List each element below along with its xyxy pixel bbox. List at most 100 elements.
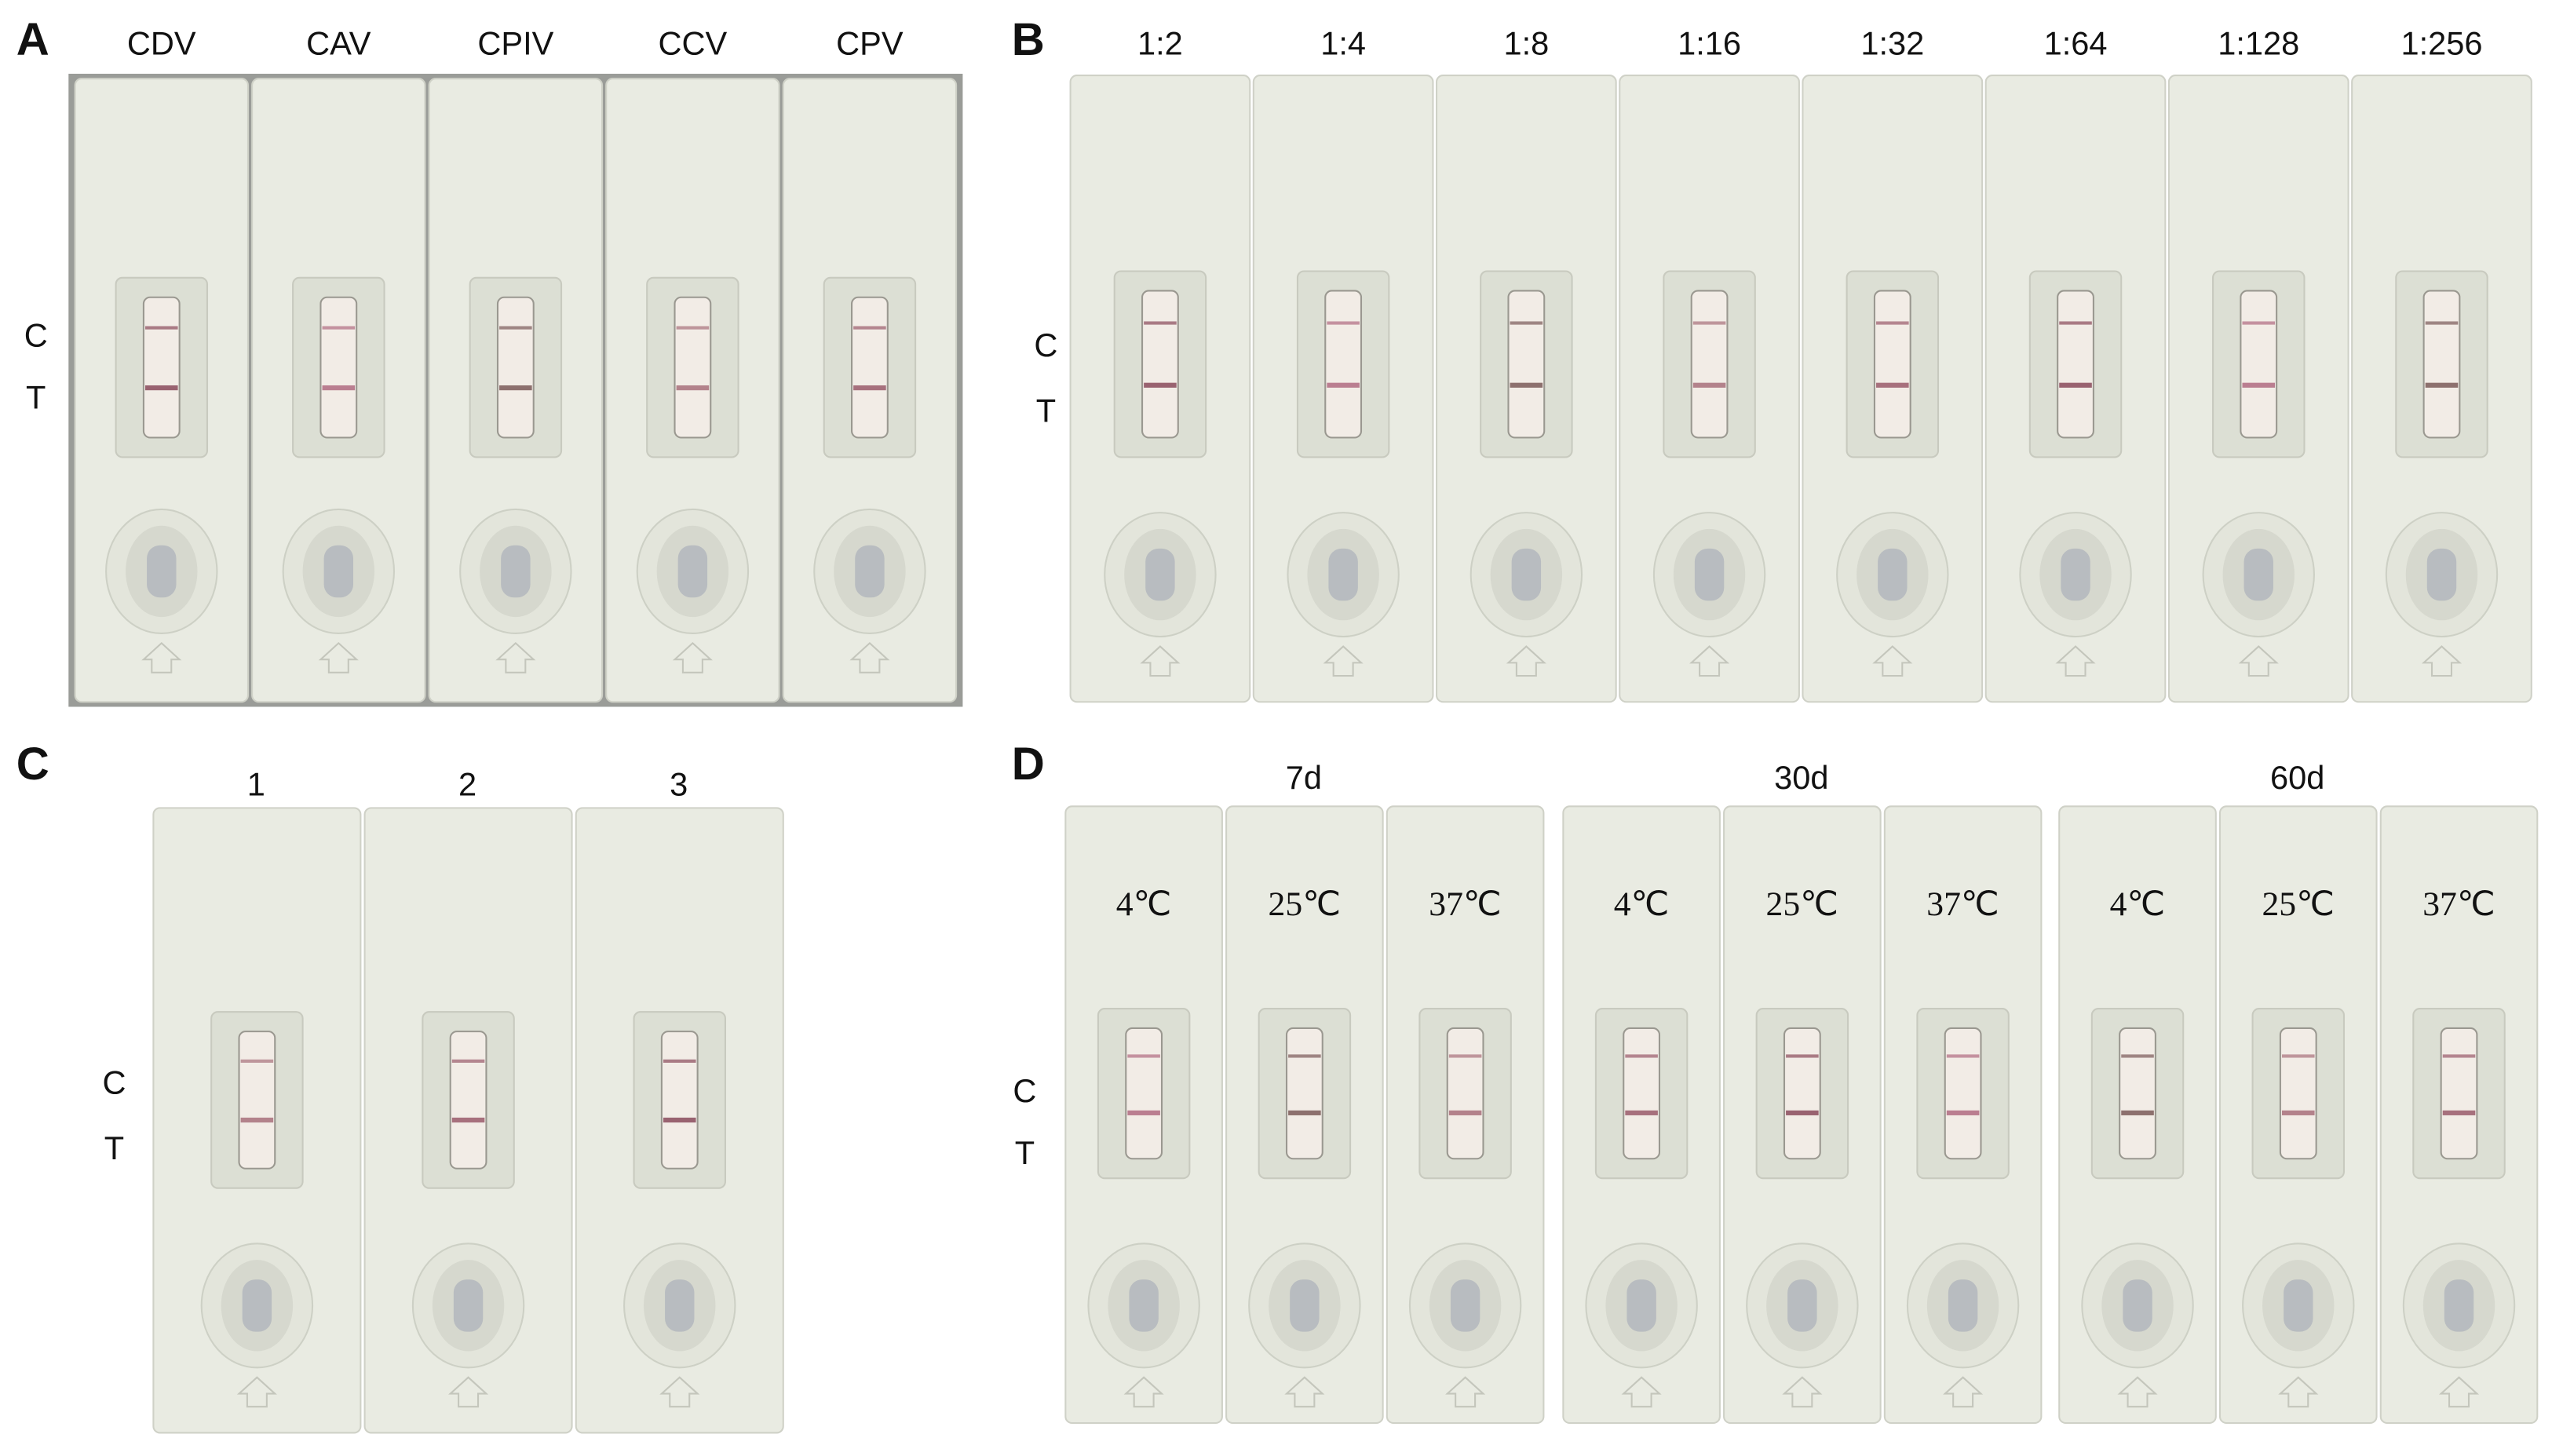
control-line <box>2425 321 2459 325</box>
control-line <box>2442 1054 2476 1058</box>
test-line <box>1876 382 1909 388</box>
strip-label: 3 <box>670 765 688 802</box>
membrane <box>1141 290 1179 439</box>
sample-pad <box>1511 548 1542 601</box>
sample-pad <box>1290 1279 1320 1332</box>
sample-pad <box>2284 1279 2313 1332</box>
test-line <box>1510 382 1543 388</box>
strip-label: 4℃ <box>1116 885 1172 923</box>
c-label: C <box>102 1064 126 1101</box>
control-line <box>499 326 532 330</box>
test-line <box>2059 382 2092 388</box>
panel-label: D <box>1012 739 1045 790</box>
strip-label: CCV <box>659 25 728 62</box>
control-line <box>676 326 710 330</box>
strip-label: 25℃ <box>1269 885 1342 923</box>
flow-arrow <box>672 642 713 673</box>
membrane <box>2440 1027 2478 1160</box>
sample-pad <box>1129 1279 1159 1332</box>
panel-label: B <box>1012 14 1045 65</box>
test-line <box>1127 1110 1160 1115</box>
control-line <box>1510 321 1543 325</box>
flow-arrow <box>1445 1376 1486 1408</box>
test-line <box>451 1117 485 1123</box>
flow-arrow <box>1872 645 1913 677</box>
strip-label: 37℃ <box>1926 885 1999 923</box>
strip-label: 4℃ <box>2110 885 2166 923</box>
flow-arrow <box>495 642 536 673</box>
sample-pad <box>1450 1279 1480 1332</box>
flow-arrow <box>2238 645 2279 677</box>
control-line <box>1692 321 1726 325</box>
membrane <box>2057 290 2094 439</box>
control-line <box>1448 1054 1482 1058</box>
sample-pad <box>147 545 177 598</box>
strip-label: CPV <box>836 25 904 62</box>
test-line <box>499 385 532 391</box>
strip-label: 25℃ <box>2262 885 2335 923</box>
sample-pad <box>501 545 531 598</box>
membrane <box>2119 1027 2156 1160</box>
strip-label: 1:64 <box>2044 25 2108 62</box>
sample-pad <box>1145 548 1175 601</box>
test-line <box>2242 382 2276 388</box>
test-line <box>1288 1110 1321 1115</box>
t-label: T <box>1036 392 1056 429</box>
strip-label: 1:4 <box>1320 25 1366 62</box>
membrane <box>319 296 358 439</box>
sample-pad <box>242 1279 272 1332</box>
t-label: T <box>104 1129 124 1166</box>
strip-label: 1 <box>247 765 265 802</box>
test-line <box>2442 1110 2476 1115</box>
group-label: 60d <box>2270 759 2324 796</box>
strip-label: CAV <box>306 25 371 62</box>
sample-pad <box>1328 548 1358 601</box>
test-line <box>1946 1110 1980 1115</box>
t-label: T <box>26 379 46 416</box>
membrane <box>496 296 535 439</box>
flow-arrow <box>1689 645 1730 677</box>
strip-label: 1:128 <box>2218 25 2299 62</box>
test-line <box>1692 382 1726 388</box>
control-line <box>322 326 356 330</box>
flow-arrow <box>1621 1376 1662 1408</box>
control-line <box>1876 321 1909 325</box>
sample-pad <box>1948 1279 1978 1332</box>
sample-pad <box>1694 548 1725 601</box>
control-line <box>240 1059 274 1063</box>
strip-label: 1:2 <box>1137 25 1183 62</box>
sample-pad <box>677 545 708 598</box>
panel-label: A <box>16 14 49 65</box>
t-label: T <box>1015 1134 1035 1171</box>
flow-arrow <box>1284 1376 1325 1408</box>
membrane <box>2279 1027 2317 1160</box>
flow-arrow <box>1782 1376 1823 1408</box>
test-line <box>144 385 178 391</box>
test-line <box>1327 382 1360 388</box>
test-line <box>240 1117 274 1123</box>
control-line <box>853 326 886 330</box>
sample-pad <box>2061 548 2090 601</box>
strip-label: CDV <box>127 25 196 62</box>
flow-arrow <box>236 1376 277 1408</box>
strip-label: 37℃ <box>2422 885 2495 923</box>
test-line <box>1144 382 1177 388</box>
test-line <box>2121 1110 2154 1115</box>
flow-arrow <box>1140 645 1181 677</box>
membrane <box>851 296 889 439</box>
membrane <box>449 1031 487 1170</box>
membrane <box>1285 1027 1323 1160</box>
flow-arrow <box>141 642 182 673</box>
flow-arrow <box>1123 1376 1164 1408</box>
membrane <box>1873 290 1911 439</box>
membrane <box>238 1031 276 1170</box>
control-line <box>2242 321 2276 325</box>
test-line <box>1625 1110 1658 1115</box>
sample-pad <box>1626 1279 1656 1332</box>
membrane <box>1783 1027 1821 1160</box>
membrane <box>2422 290 2461 439</box>
flow-arrow <box>1323 645 1364 677</box>
flow-arrow <box>849 642 890 673</box>
strip-label: 1:256 <box>2400 25 2482 62</box>
